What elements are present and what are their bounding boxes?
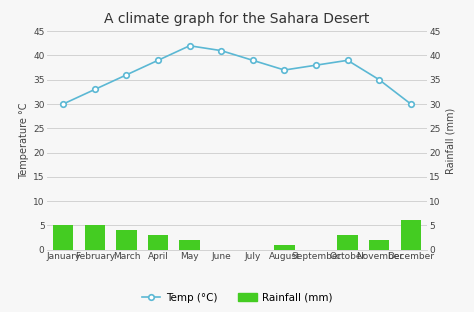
Bar bbox=[274, 245, 295, 250]
Bar bbox=[401, 221, 421, 250]
Y-axis label: Rainfall (mm): Rainfall (mm) bbox=[445, 107, 455, 173]
Bar bbox=[84, 225, 105, 250]
Bar bbox=[53, 225, 73, 250]
Y-axis label: Temperature °C: Temperature °C bbox=[19, 102, 29, 179]
Bar bbox=[148, 235, 168, 250]
Title: A climate graph for the Sahara Desert: A climate graph for the Sahara Desert bbox=[104, 12, 370, 26]
Bar bbox=[116, 230, 137, 250]
Bar bbox=[369, 240, 390, 250]
Bar bbox=[179, 240, 200, 250]
Bar bbox=[337, 235, 358, 250]
Legend: Temp (°C), Rainfall (mm): Temp (°C), Rainfall (mm) bbox=[137, 289, 337, 307]
